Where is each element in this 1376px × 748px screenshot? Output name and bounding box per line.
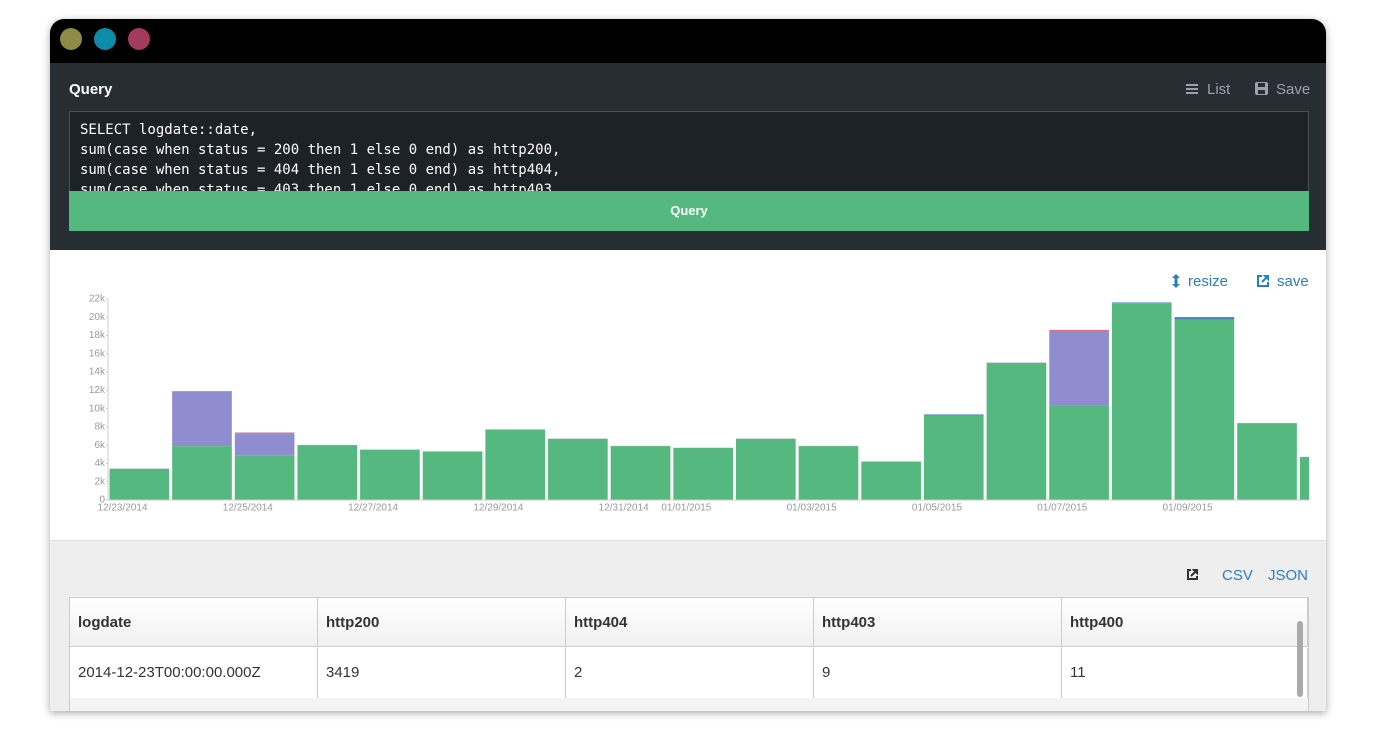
scrollbar: [1297, 621, 1303, 697]
table-cell: 2014-12-23T00:00:00.000Z: [70, 648, 318, 698]
code-line: SELECT logdate::date,: [80, 122, 258, 138]
bar-segment: [1111, 302, 1172, 304]
bar-segment: [1049, 405, 1109, 500]
y-tick-label: 4k: [94, 458, 106, 469]
column-header: logdate: [70, 598, 318, 647]
table-cell: 11: [1062, 648, 1308, 698]
bar-segment: [234, 432, 295, 434]
bar-segment: [610, 446, 671, 500]
x-tick-label: 12/31/2014: [599, 503, 649, 514]
code-line: sum(case when status = 403 then 1 else 0…: [80, 182, 561, 193]
x-tick-label: 01/05/2015: [912, 503, 962, 514]
column-header: http400: [1062, 598, 1308, 647]
table-cell: 9: [814, 648, 1062, 698]
bar-segment: [109, 468, 170, 500]
bar-segment: [1049, 330, 1109, 406]
table-row-stub: [1062, 698, 1308, 711]
x-tick-label: 01/09/2015: [1163, 503, 1213, 514]
y-tick-label: 20k: [89, 312, 106, 323]
y-tick-label: 6k: [94, 440, 106, 451]
y-tick-label: 14k: [89, 367, 106, 378]
bar-segment: [234, 455, 295, 500]
query-editor[interactable]: SELECT logdate::date, sum(case when stat…: [69, 111, 1309, 193]
query-button[interactable]: Query: [69, 191, 1309, 231]
bar-segment: [172, 391, 232, 447]
x-tick-label: 12/29/2014: [473, 503, 523, 514]
column-header: http403: [814, 598, 1062, 647]
y-tick-label: 16k: [89, 348, 106, 359]
x-tick-label: 01/01/2015: [661, 503, 711, 514]
results-table: logdate http200 http404 http403 http400 2014-…: [69, 597, 1309, 711]
save-icon: [1255, 82, 1268, 95]
y-tick-label: 2k: [94, 476, 106, 487]
external-icon: [1187, 569, 1198, 580]
bar-segment: [923, 414, 984, 416]
y-tick-label: 0: [99, 495, 105, 506]
x-tick-label: 12/25/2014: [223, 503, 273, 514]
list-button[interactable]: List: [1207, 81, 1231, 98]
bar-segment: [1174, 320, 1235, 500]
bar-segment: [861, 461, 921, 500]
y-tick-label: 10k: [89, 403, 106, 414]
y-tick-label: 18k: [89, 330, 106, 341]
bar-segment: [422, 451, 483, 500]
window-button[interactable]: [60, 28, 82, 50]
code-line: sum(case when status = 404 then 1 else 0…: [80, 162, 561, 178]
y-tick-label: 12k: [89, 385, 106, 396]
bar-segment: [548, 438, 608, 500]
bar-segment: [1237, 423, 1297, 500]
bar-segment: [234, 433, 295, 456]
query-panel: Query List Save SELECT logdate::date, su…: [50, 63, 1326, 250]
y-tick-label: 8k: [94, 422, 106, 433]
x-tick-label: 12/23/2014: [97, 503, 147, 514]
resize-link[interactable]: resize: [1188, 273, 1229, 290]
resize-icon: [1172, 274, 1180, 288]
title-bar: [50, 19, 1326, 63]
code-line: sum(case when status = 200 then 1 else 0…: [80, 142, 561, 158]
panel-title: Query: [69, 81, 113, 98]
bar-segment: [360, 449, 420, 500]
column-header: http404: [566, 598, 814, 647]
bar-segment: [297, 445, 358, 500]
window-button[interactable]: [128, 28, 150, 50]
y-tick-label: 22k: [89, 294, 106, 305]
list-icon: [1186, 84, 1198, 94]
column-header: http200: [318, 598, 566, 647]
bar-segment: [1299, 457, 1309, 500]
bar-segment: [1049, 330, 1109, 331]
table-cell: 2: [566, 648, 814, 698]
results-panel: CSV JSON logdate http200 http404 http403 htt…: [50, 541, 1326, 711]
bar-segment: [986, 362, 1047, 500]
save-link[interactable]: save: [1277, 273, 1309, 290]
x-tick-label: 01/07/2015: [1037, 503, 1087, 514]
bar-segment: [1174, 317, 1235, 320]
json-link[interactable]: JSON: [1268, 567, 1309, 584]
bar-segment: [172, 446, 232, 500]
x-tick-label: 12/27/2014: [348, 503, 398, 514]
bar-segment: [1111, 303, 1172, 500]
bar-segment: [798, 446, 859, 500]
bar-segment: [736, 438, 796, 500]
save-button[interactable]: Save: [1276, 81, 1311, 98]
csv-link[interactable]: CSV: [1222, 567, 1253, 584]
bar-segment: [923, 415, 984, 500]
plot-area: [109, 302, 1309, 500]
bar-segment: [485, 429, 546, 500]
window-button[interactable]: [94, 28, 116, 50]
external-icon: [1257, 275, 1269, 287]
bar-segment: [673, 447, 733, 500]
table-cell: 3419: [318, 648, 566, 698]
x-tick-label: 01/03/2015: [787, 503, 837, 514]
